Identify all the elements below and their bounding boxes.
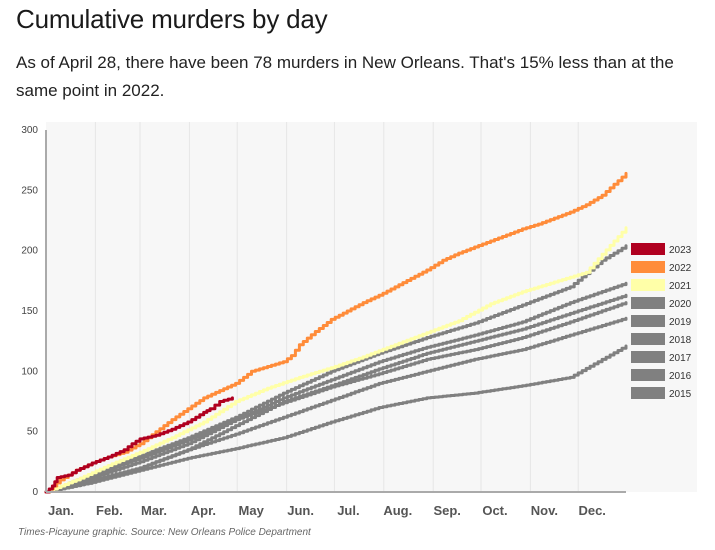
x-tick-label: May [239,503,265,518]
series-line-2020 [44,244,628,494]
x-tick-label: Jan. [48,503,74,518]
y-tick-label: 300 [21,125,38,136]
legend-label-2020: 2020 [669,299,692,310]
page-title: Cumulative murders by day [16,4,328,34]
x-tick-label: Apr. [191,503,216,518]
legend-label-2019: 2019 [669,317,692,328]
y-tick-label: 150 [21,306,38,317]
x-tick-label: Dec. [578,503,605,518]
y-tick-label: 50 [27,427,39,438]
legend-swatch-2018 [631,333,665,345]
series-line-2021 [44,226,628,494]
y-tick-label: 0 [32,487,38,498]
x-tick-label: Nov. [531,503,558,518]
x-tick-label: Jun. [287,503,314,518]
x-tick-label: Aug. [383,503,412,518]
series-lines [44,171,628,494]
series-line-2015 [44,344,628,494]
x-tick-label: Oct. [482,503,507,518]
legend-label-2015: 2015 [669,389,692,400]
legend-label-2016: 2016 [669,371,692,382]
legend-swatch-2016 [631,369,665,381]
legend-swatch-2015 [631,387,665,399]
page-subtitle: As of April 28, there have been 78 murde… [16,53,674,100]
legend-swatch-2022 [631,261,665,273]
series-line-2023 [44,396,234,494]
legend-label-2017: 2017 [669,353,692,364]
source-note: Times-Picayune graphic. Source: New Orle… [18,527,311,538]
series-line-2018 [44,293,628,494]
legend-swatch-2020 [631,297,665,309]
legend-label-2022: 2022 [669,263,692,274]
x-tick-label: Jul. [337,503,359,518]
grid-lines [94,122,579,492]
legend-swatch-2021 [631,279,665,291]
x-tick-label: Mar. [141,503,167,518]
axes [45,130,626,493]
legend-swatch-2019 [631,315,665,327]
series-line-2022 [44,171,628,494]
x-tick-label: Feb. [96,503,123,518]
series-line-2019 [44,281,628,494]
legend-label-2021: 2021 [669,281,692,292]
x-tick-label: Sep. [433,503,460,518]
cumulative-murders-chart: 0 50 100 150 200 250 300 Jan. Feb. Mar. Apr. May Jun… [21,122,697,518]
y-tick-label: 250 [21,185,38,196]
legend-swatch-2017 [631,351,665,363]
legend-label-2023: 2023 [669,245,692,256]
plot-background [46,122,697,492]
y-tick-label: 200 [21,246,38,257]
legend: 2023 2022 2021 2020 2019 2018 2017 2016 2015 [631,243,692,400]
legend-label-2018: 2018 [669,335,692,346]
tick-labels: 0 50 100 150 200 250 300 Jan. Feb. Mar. Apr. May Jun… [21,125,606,518]
legend-swatch-2023 [631,243,665,255]
y-tick-label: 100 [21,366,38,377]
